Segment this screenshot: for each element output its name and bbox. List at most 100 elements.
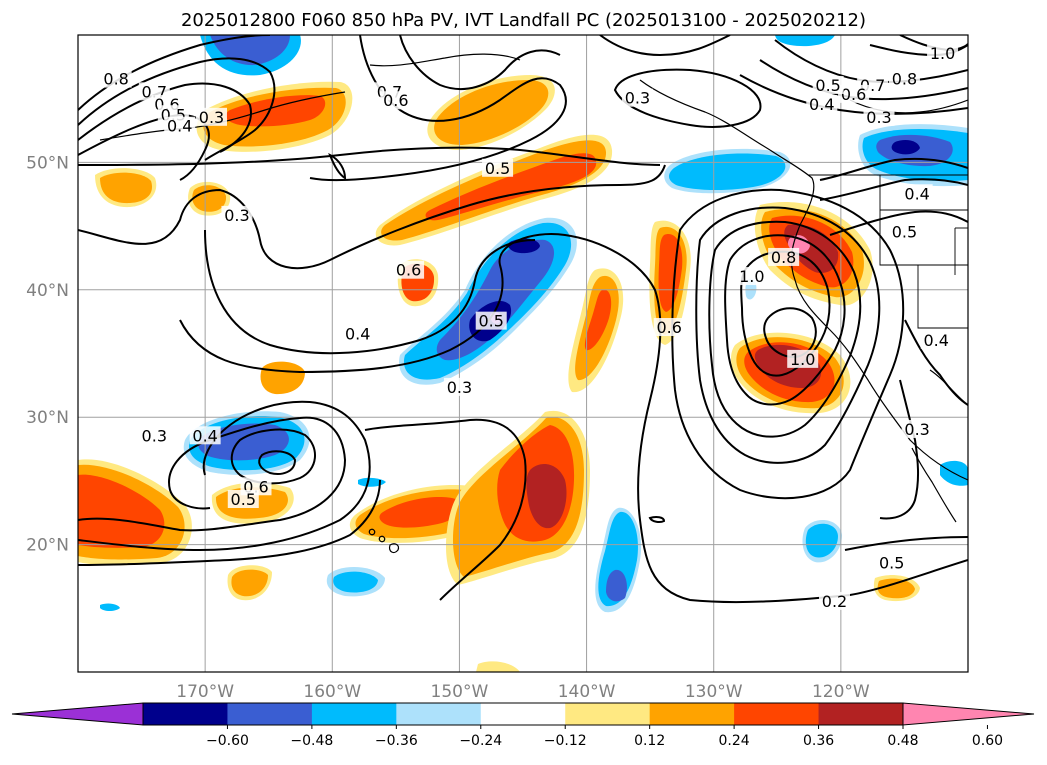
contour-label-text: 0.5 <box>478 312 503 331</box>
contour-label-text: 1.0 <box>739 267 764 286</box>
contour-label: 0.5 <box>812 75 844 95</box>
contour-label: 0.6 <box>393 260 425 280</box>
state-borders <box>808 174 968 329</box>
contour <box>708 220 862 438</box>
contour-label: 0.4 <box>806 95 838 114</box>
contour-label-halo <box>138 426 170 445</box>
contour-label-text: 0.4 <box>904 184 929 203</box>
contour-label-halo <box>768 247 800 266</box>
lon-tick-label: 130°W <box>685 682 743 702</box>
shade-strip-140w <box>584 289 612 351</box>
colorbar-segment <box>649 703 735 725</box>
contour-label-halo <box>736 267 768 286</box>
contour-label-halo <box>482 158 514 177</box>
contour-label-text: 0.6 <box>396 261 421 280</box>
contour <box>309 35 567 182</box>
contour-label-halo <box>888 222 920 241</box>
contour-label: 0.5 <box>482 158 514 178</box>
contour-label-halo <box>342 324 374 343</box>
contour-label: 0.5 <box>888 222 920 241</box>
lat-tick-label: 20°N <box>26 536 69 556</box>
border-state <box>917 265 968 329</box>
island-hawaii <box>378 535 386 543</box>
colorbar-segment <box>311 703 397 725</box>
coastline-north-america <box>769 149 968 481</box>
contour-label: 0.4 <box>342 324 374 343</box>
contour-label: 0.5 <box>227 490 259 509</box>
contour-labels: 0.80.70.60.50.40.30.30.70.60.50.60.40.30… <box>100 44 959 611</box>
contour <box>78 164 666 270</box>
contour-label-text: 0.8 <box>103 70 128 89</box>
colorbar-tick-label: −0.60 <box>206 733 249 749</box>
contour-label: 0.4 <box>901 184 933 203</box>
lon-tick-label: 140°W <box>558 682 616 702</box>
contour-label-text: 0.3 <box>904 420 929 439</box>
shade-neg-top <box>775 35 835 47</box>
colorbar-tick-label: −0.36 <box>375 733 418 749</box>
contour-label: 0.3 <box>443 377 475 397</box>
contour-label-halo <box>164 116 196 135</box>
lon-tick-label: 160°W <box>303 682 361 702</box>
lat-tick-label: 50°N <box>26 153 69 173</box>
contour-label-halo <box>901 419 933 438</box>
contour-label: 0.8 <box>888 69 920 89</box>
contour-label: 0.6 <box>653 318 685 337</box>
coastline-aleutians <box>99 91 346 141</box>
contour-label-text: 0.4 <box>345 324 370 343</box>
contour-label-halo <box>475 311 507 330</box>
contour-label-text: 0.5 <box>231 490 256 509</box>
contour-label-text: 0.4 <box>192 426 217 445</box>
contour <box>599 35 731 57</box>
shade-neg-ne <box>891 140 920 155</box>
contour-label-text: 0.3 <box>866 108 891 127</box>
contour <box>78 146 661 166</box>
contour <box>179 233 968 604</box>
map-frame <box>77 34 969 673</box>
contour-label-text: 0.5 <box>485 159 510 178</box>
colorbar-tick-label: −0.24 <box>459 733 502 749</box>
contour-label-halo <box>196 107 227 126</box>
contour-label-halo <box>819 591 850 610</box>
contour-label-halo <box>888 69 920 88</box>
contour-label-halo <box>812 75 844 94</box>
contour-label-halo <box>380 91 412 110</box>
contour-label: 0.3 <box>863 107 895 127</box>
contour <box>328 152 347 180</box>
contour-label: 0.6 <box>380 91 412 110</box>
contour <box>819 178 968 201</box>
contour-label-text: 0.3 <box>199 108 224 127</box>
contour-label: 0.3 <box>196 107 227 127</box>
contour-label-halo <box>100 69 132 88</box>
colorbar-extend-min <box>11 702 144 726</box>
contour-label-text: 0.3 <box>142 426 167 445</box>
contour-label-text: 0.2 <box>822 592 847 611</box>
shade-small <box>877 578 915 599</box>
colorbar-tick-label: −0.12 <box>544 733 587 749</box>
contour-label-text: 0.3 <box>224 206 249 225</box>
contour-label: 1.0 <box>927 44 959 63</box>
contour-label-text: 0.4 <box>167 117 192 136</box>
coastline-ne <box>849 99 968 114</box>
colorbar: −0.60 −0.48 −0.36 −0.24 −0.12 0.12 0.24 0.36 0.4… <box>11 702 1035 749</box>
contour <box>258 450 297 475</box>
colorbar-segment <box>227 703 313 725</box>
contour-label-halo <box>787 349 819 368</box>
contour-label-halo <box>876 553 908 572</box>
contour-label-text: 0.5 <box>892 222 917 241</box>
contour-label: 0.8 <box>100 69 132 89</box>
contour <box>724 234 846 406</box>
shade-small <box>100 172 153 204</box>
contour-label: 0.5 <box>876 553 908 573</box>
contour <box>78 400 371 552</box>
colorbar-extend-max <box>902 702 1035 726</box>
contour-label-text: 0.8 <box>892 70 917 89</box>
shade-neg-small <box>805 523 838 558</box>
contour-label-text: 1.0 <box>930 44 955 63</box>
shade-west-south <box>78 474 165 548</box>
lat-tick-label: 30°N <box>26 408 69 428</box>
contour-label-text: 0.5 <box>879 554 904 573</box>
colorbar-segment <box>396 703 482 725</box>
shade-small <box>231 569 268 597</box>
contour-label-halo <box>901 184 933 203</box>
